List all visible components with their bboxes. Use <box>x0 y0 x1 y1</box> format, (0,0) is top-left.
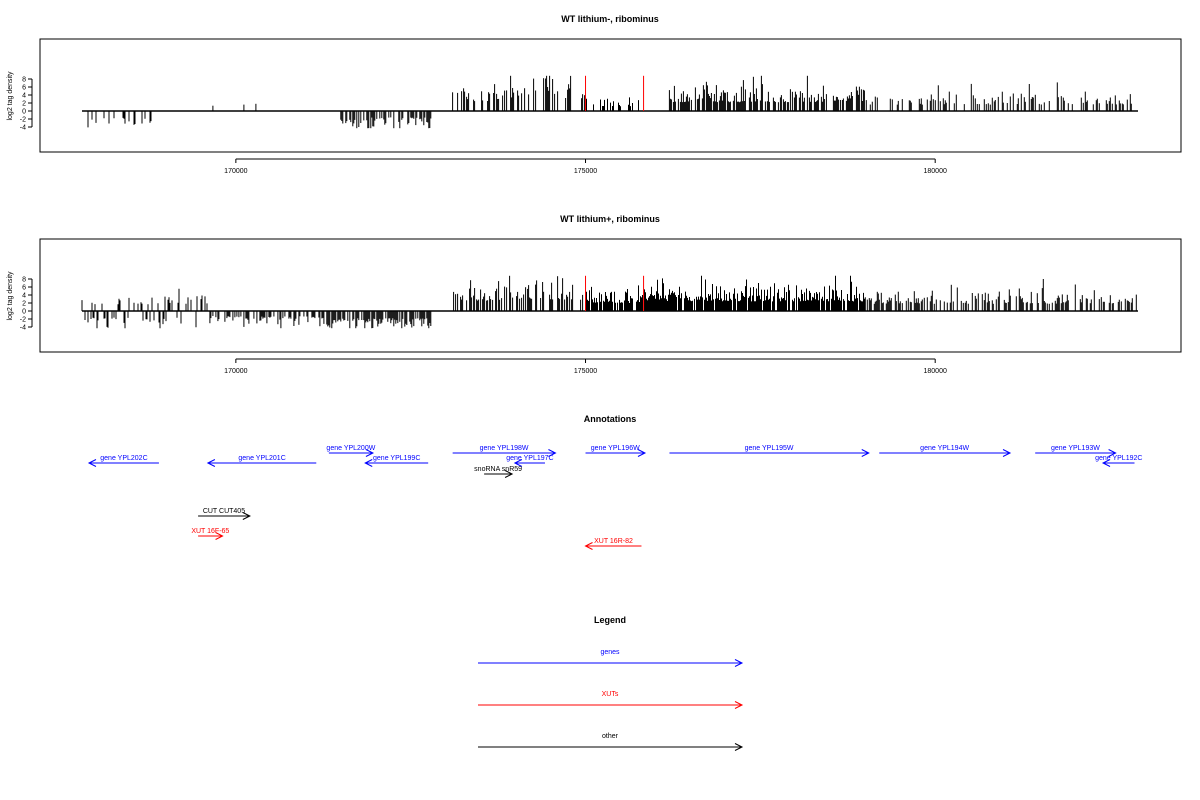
annotation-arrow <box>198 532 224 540</box>
y-tick-label: -2 <box>20 317 26 324</box>
annotation-label: gene YPL199C <box>373 455 420 462</box>
annotation-arrow <box>364 459 429 467</box>
annotation-arrow <box>1101 459 1135 467</box>
annotation-label: gene YPL202C <box>100 455 147 462</box>
legend-arrow <box>478 659 744 667</box>
y-tick-label: 0 <box>22 109 26 116</box>
annotation-label: CUT CUT405 <box>203 508 245 515</box>
annotation-arrow <box>585 449 647 457</box>
annotation-arrow <box>1035 449 1117 457</box>
track-panel-lithium-minus: WT lithium-, ribominus log2 tag density … <box>7 14 1182 176</box>
legend-label: XUTs <box>602 691 619 698</box>
annotations-title: Annotations <box>584 414 637 424</box>
annotation-arrow <box>584 542 642 550</box>
x-tick-label: 180000 <box>924 368 947 375</box>
legend-title: Legend <box>594 615 626 625</box>
annotation-arrow <box>87 459 159 467</box>
y-tick-label: 6 <box>22 285 26 292</box>
annotation-arrow <box>669 449 870 457</box>
plot-frame <box>39 238 1182 353</box>
legend: Legend genes XUTs other <box>478 615 744 751</box>
plot-frame <box>39 38 1182 153</box>
annotation-label: gene YPL196W <box>591 445 640 452</box>
legend-label: genes <box>600 649 620 656</box>
y-tick-label: 8 <box>22 77 26 84</box>
y-axis-label: log2 tag density <box>7 271 14 321</box>
annotation-arrow <box>484 470 514 478</box>
annotation-label: XUT 16R-82 <box>594 538 633 545</box>
annotation-label: gene YPL195W <box>745 445 794 452</box>
legend-arrow <box>478 743 744 751</box>
x-tick-label: 175000 <box>574 168 597 175</box>
annotation-label: gene YPL201C <box>238 455 285 462</box>
annotation-arrow <box>206 459 317 467</box>
y-tick-label: 4 <box>22 293 26 300</box>
y-tick-label: -4 <box>20 325 26 332</box>
y-tick-label: -2 <box>20 117 26 124</box>
annotation-label: gene YPL194W <box>920 445 969 452</box>
y-tick-label: 6 <box>22 85 26 92</box>
annotation-arrow <box>513 459 545 467</box>
legend-label: other <box>602 733 619 740</box>
signal-bars <box>82 75 1138 129</box>
annotation-label: snoRNA snR59 <box>474 466 522 473</box>
y-tick-label: 2 <box>22 301 26 308</box>
annotation-arrow <box>452 449 557 457</box>
x-tick-label: 170000 <box>224 168 247 175</box>
x-tick-label: 180000 <box>924 168 947 175</box>
annotation-label: gene YPL192C <box>1095 455 1142 462</box>
track-title: WT lithium+, ribominus <box>560 214 660 224</box>
y-tick-label: 2 <box>22 101 26 108</box>
annotation-label: gene YPL197C <box>506 455 553 462</box>
track-panel-lithium-plus: WT lithium+, ribominus log2 tag density … <box>7 214 1182 376</box>
track-title: WT lithium-, ribominus <box>561 14 659 24</box>
annotation-label: gene YPL198W <box>480 445 529 452</box>
annotation-label: gene YPL193W <box>1051 445 1100 452</box>
y-axis-label: log2 tag density <box>7 71 14 121</box>
annotation-arrow <box>879 449 1012 457</box>
annotation-label: XUT 16F-65 <box>191 528 229 535</box>
y-tick-label: 0 <box>22 309 26 316</box>
y-tick-label: 4 <box>22 93 26 100</box>
annotation-arrow <box>328 449 375 457</box>
annotation-arrow <box>198 512 251 520</box>
y-tick-label: 8 <box>22 277 26 284</box>
signal-bars <box>81 275 1138 329</box>
legend-arrow <box>478 701 744 709</box>
x-tick-label: 175000 <box>574 368 597 375</box>
x-tick-label: 170000 <box>224 368 247 375</box>
annotation-track: Annotations gene YPL202C gene YPL201C gene… <box>87 414 1142 550</box>
y-tick-label: -4 <box>20 125 26 132</box>
annotation-label: gene YPL200W <box>326 445 375 452</box>
